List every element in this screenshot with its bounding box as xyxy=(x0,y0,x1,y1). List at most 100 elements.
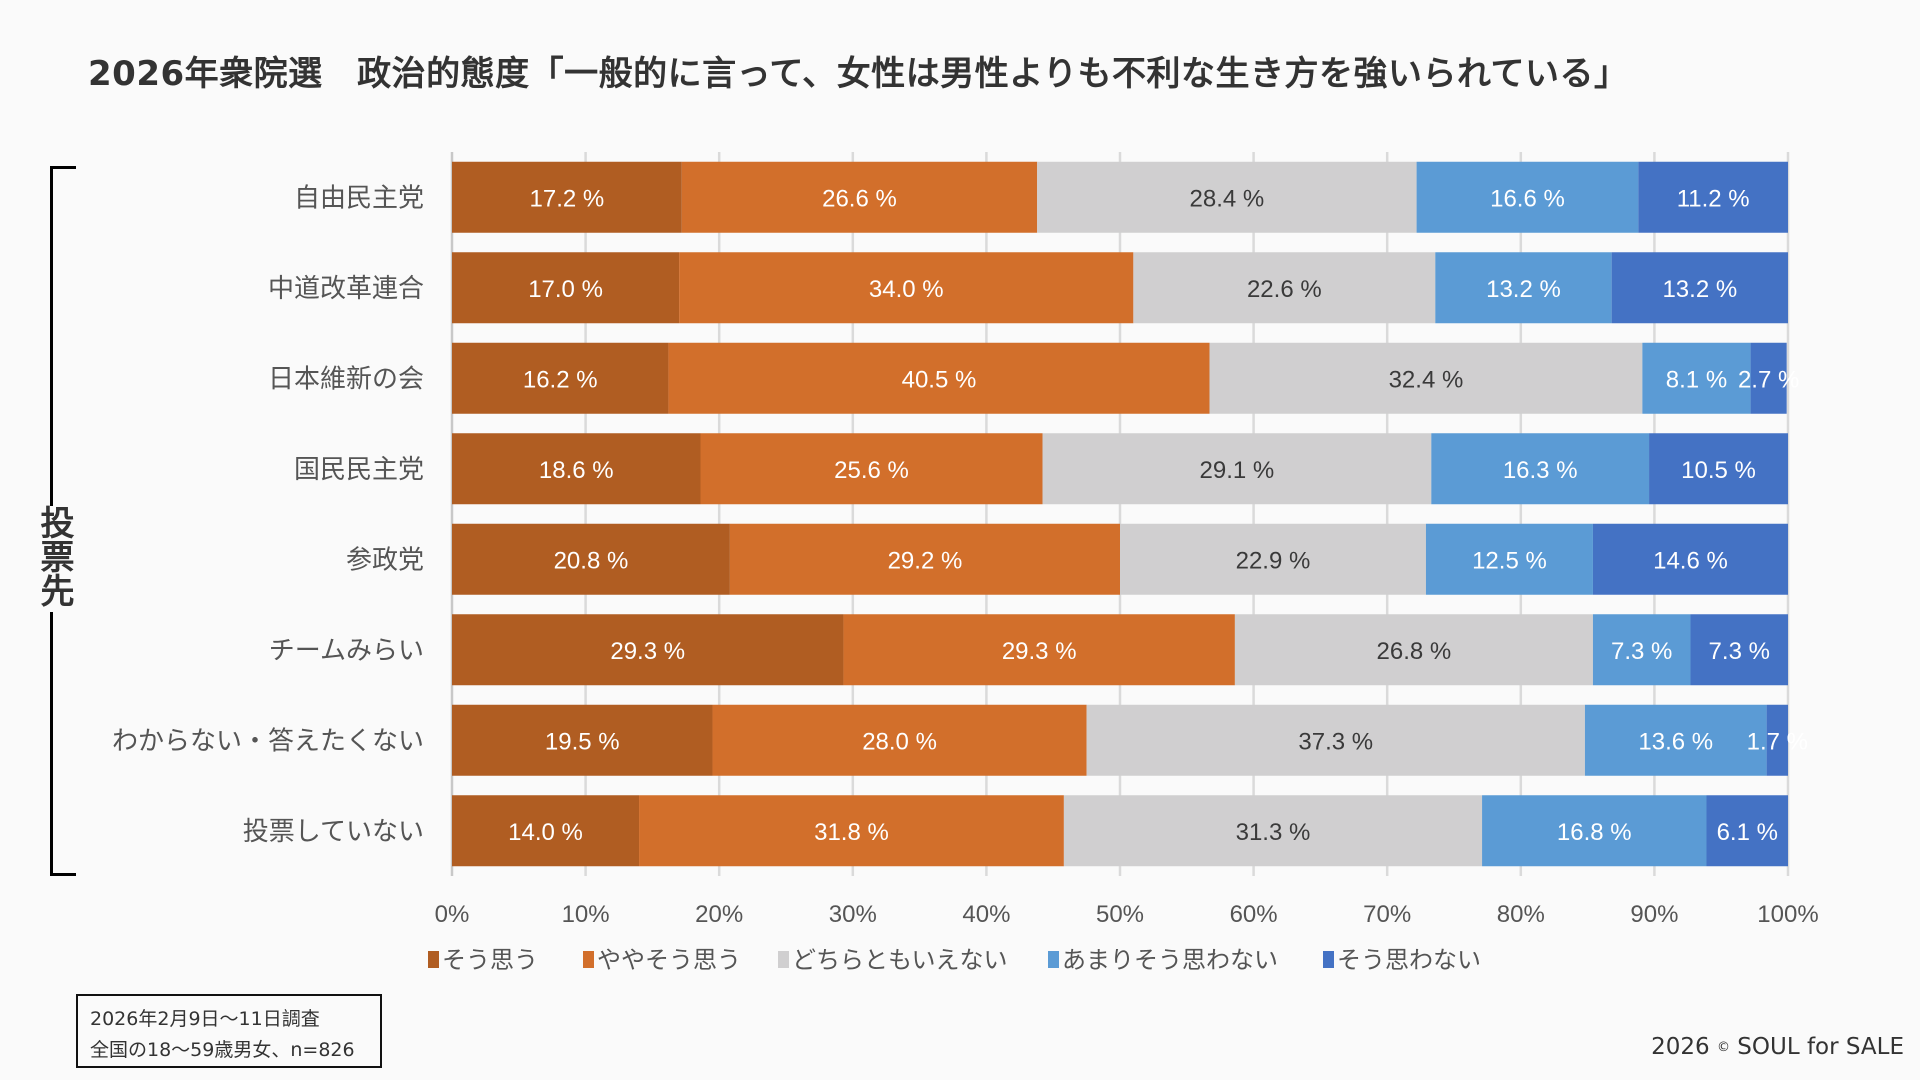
data-label: 16.6 % xyxy=(1490,185,1565,212)
legend-label: どちらともいえない xyxy=(792,946,1008,974)
data-label: 25.6 % xyxy=(834,457,909,484)
data-label: 7.3 % xyxy=(1709,638,1770,665)
data-label: 2.7 % xyxy=(1738,366,1799,393)
bar-segment xyxy=(452,342,669,414)
data-label: 26.8 % xyxy=(1377,638,1452,665)
copyright-symbol: © xyxy=(1716,1040,1730,1055)
legend-swatch xyxy=(1323,951,1334,968)
legend-swatch xyxy=(1048,951,1059,968)
bar-segment xyxy=(1584,704,1767,776)
data-label: 14.6 % xyxy=(1653,547,1728,574)
data-label: 31.8 % xyxy=(814,819,889,846)
legend: そう思う ややそう思う どちらともいえない あまりそう思わない そう思わない xyxy=(428,946,1481,974)
category-label: 参政党 xyxy=(346,545,424,575)
group-label: 投票先 xyxy=(34,505,74,607)
survey-sample: 全国の18〜59歳男女、n=826 xyxy=(90,1039,355,1061)
data-label: 32.4 % xyxy=(1389,366,1464,393)
x-tick-label: 70% xyxy=(1363,901,1411,928)
data-label: 16.3 % xyxy=(1503,457,1578,484)
survey-note-box: 2026年2月9日〜11日調査 全国の18〜59歳男女、n=826 xyxy=(76,994,382,1068)
data-label: 37.3 % xyxy=(1298,728,1373,755)
x-tick-label: 50% xyxy=(1096,901,1144,928)
group-bracket xyxy=(50,166,78,876)
bracket-line-top xyxy=(50,166,53,506)
data-label: 10.5 % xyxy=(1681,457,1756,484)
bar-segment xyxy=(1416,161,1639,233)
legend-swatch xyxy=(778,951,789,968)
bar-segment xyxy=(452,252,680,324)
bar-segment xyxy=(1431,433,1650,505)
data-label: 12.5 % xyxy=(1472,547,1547,574)
copyright-owner: SOUL for SALE xyxy=(1737,1034,1904,1060)
copyright-year: 2026 xyxy=(1651,1034,1710,1060)
bar-segment xyxy=(452,433,701,505)
bar-segment xyxy=(1611,252,1788,324)
survey-date: 2026年2月9日〜11日調査 xyxy=(90,1008,320,1030)
data-label: 26.6 % xyxy=(822,185,897,212)
bar-segment xyxy=(1086,704,1585,776)
data-label: 18.6 % xyxy=(539,457,614,484)
legend-swatch xyxy=(428,951,439,968)
data-label: 8.1 % xyxy=(1666,366,1727,393)
bar-segment xyxy=(1649,433,1788,505)
bar-segment xyxy=(700,433,1043,505)
x-tick-label: 10% xyxy=(562,901,610,928)
data-label: 34.0 % xyxy=(869,276,944,303)
bar-segment xyxy=(712,704,1087,776)
x-tick-label: 20% xyxy=(695,901,743,928)
copyright: 2026 © SOUL for SALE xyxy=(1651,1034,1904,1060)
bar-segment xyxy=(843,614,1235,686)
data-label: 22.6 % xyxy=(1247,276,1322,303)
bar-segment xyxy=(1234,614,1593,686)
bar-segment xyxy=(1209,342,1643,414)
bar-segment xyxy=(1482,795,1707,867)
bar-segment xyxy=(1133,252,1436,324)
data-label: 13.2 % xyxy=(1662,276,1737,303)
data-label: 17.2 % xyxy=(530,185,605,212)
legend-swatch xyxy=(583,951,594,968)
data-label: 29.2 % xyxy=(888,547,963,574)
bar-segment xyxy=(452,614,844,686)
data-label: 13.2 % xyxy=(1486,276,1561,303)
legend-label: そう思う xyxy=(442,946,538,974)
data-label: 16.2 % xyxy=(523,366,598,393)
bar-segment xyxy=(1425,523,1593,595)
bars: 17.2 % 26.6 % 28.4 % 16.6 % 11.2 % 17.0 % 34.0… xyxy=(452,161,1808,867)
data-label: 20.8 % xyxy=(554,547,629,574)
bracket-line-bottom xyxy=(50,612,53,876)
bar-segment xyxy=(452,523,730,595)
x-tick-label: 30% xyxy=(829,901,877,928)
bar-segment xyxy=(1592,523,1788,595)
data-label: 29.3 % xyxy=(610,638,685,665)
x-tick-label: 60% xyxy=(1230,901,1278,928)
bar-segment xyxy=(1435,252,1612,324)
data-label: 19.5 % xyxy=(545,728,620,755)
x-tick-labels: 0% 10% 20% 30% 40% 50% 60% 70% 80% 90% 100% xyxy=(435,901,1819,928)
bar-segment xyxy=(681,161,1038,233)
bar-segment xyxy=(729,523,1120,595)
x-tick-label: 40% xyxy=(962,901,1010,928)
bar-segment xyxy=(668,342,1210,414)
bar-segment xyxy=(1690,614,1788,686)
category-label: わからない・答えたくない xyxy=(112,726,424,756)
data-label: 13.6 % xyxy=(1638,728,1713,755)
bar-segment xyxy=(1042,433,1432,505)
bar-segment xyxy=(639,795,1064,867)
data-label: 7.3 % xyxy=(1611,638,1672,665)
category-label: 自由民主党 xyxy=(294,183,424,213)
bar-segment xyxy=(679,252,1134,324)
legend-label: ややそう思う xyxy=(597,946,741,974)
bar-segment xyxy=(1642,342,1751,414)
category-label: 中道改革連合 xyxy=(268,274,424,304)
data-label: 31.3 % xyxy=(1236,819,1311,846)
category-label: 日本維新の会 xyxy=(268,364,424,394)
legend-label: そう思わない xyxy=(1337,946,1481,974)
chart-title: 2026年衆院選 政治的態度「一般的に言って、女性は男性よりも不利な生き方を強い… xyxy=(88,54,1629,94)
data-label: 29.3 % xyxy=(1002,638,1077,665)
data-label: 11.2 % xyxy=(1677,185,1750,212)
bar-segment xyxy=(1750,342,1787,414)
category-label: チームみらい xyxy=(269,636,424,666)
bar-segment xyxy=(1766,704,1788,776)
x-tick-label: 90% xyxy=(1630,901,1678,928)
data-label: 28.0 % xyxy=(862,728,937,755)
